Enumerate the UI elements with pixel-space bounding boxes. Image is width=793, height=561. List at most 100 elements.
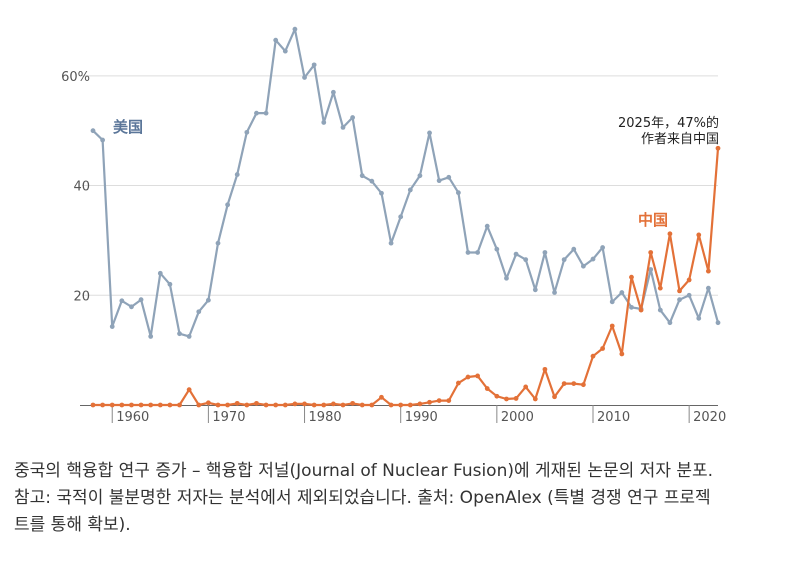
series-label: 中国: [638, 211, 668, 229]
data-point: [330, 401, 336, 407]
data-point: [215, 240, 221, 246]
data-point: [311, 62, 317, 68]
data-point: [109, 402, 115, 408]
data-point: [513, 251, 519, 257]
data-point: [369, 402, 375, 408]
data-point: [705, 268, 711, 274]
data-point: [167, 402, 173, 408]
data-point: [244, 129, 250, 135]
y-tick-label: 40: [73, 180, 90, 195]
data-point: [715, 145, 721, 151]
data-point: [225, 202, 231, 208]
series-china: [90, 145, 721, 408]
data-point: [282, 402, 288, 408]
data-point: [542, 250, 548, 255]
data-point: [455, 190, 461, 196]
data-point: [715, 320, 721, 326]
data-point: [677, 297, 682, 303]
data-point: [629, 304, 634, 310]
data-point: [340, 402, 346, 408]
y-tick-label: 20: [73, 289, 90, 304]
data-point: [205, 400, 211, 406]
data-point: [686, 277, 692, 283]
data-point: [590, 353, 596, 359]
data-point: [282, 48, 288, 54]
data-point: [263, 110, 269, 116]
data-point: [292, 26, 298, 32]
data-point: [109, 324, 115, 329]
data-point: [657, 307, 663, 313]
series-us: [90, 26, 721, 339]
data-point: [311, 402, 317, 408]
data-point: [648, 267, 654, 272]
data-point: [379, 394, 384, 400]
data-point: [436, 178, 442, 184]
data-point: [561, 381, 567, 387]
data-point: [648, 250, 654, 255]
annotation-line: 作者来自中国: [641, 132, 719, 147]
data-point: [90, 128, 96, 134]
data-point: [494, 393, 500, 399]
data-point: [696, 232, 702, 238]
data-point: [407, 187, 413, 193]
data-point: [667, 320, 673, 326]
data-point: [129, 402, 134, 408]
data-point: [600, 245, 606, 250]
caption-line-1: 중국의 핵융합 연구 증가 – 핵융합 저널(Journal of Nuclea…: [14, 461, 714, 481]
data-point: [571, 381, 577, 387]
data-point: [504, 396, 509, 402]
data-point: [417, 401, 423, 407]
data-point: [417, 173, 423, 179]
data-point: [186, 387, 192, 393]
data-point: [350, 115, 356, 120]
data-point: [523, 257, 529, 263]
data-point: [494, 246, 500, 252]
data-point: [504, 275, 509, 281]
data-point: [263, 402, 269, 408]
data-point: [561, 257, 567, 263]
figure-caption: 중국의 핵융합 연구 증가 – 핵융합 저널(Journal of Nuclea…: [14, 458, 784, 539]
data-point: [148, 402, 154, 408]
x-tick-label: 1960: [116, 410, 149, 425]
x-axis: 1960 1970 1980 1990 2000 2010 2020: [80, 405, 726, 425]
data-point: [532, 287, 538, 293]
gridlines: [82, 75, 718, 296]
data-point: [244, 402, 250, 408]
data-point: [705, 285, 711, 291]
x-tick-label: 1980: [309, 410, 342, 425]
data-point: [186, 334, 192, 339]
data-point: [234, 172, 240, 177]
data-point: [475, 373, 481, 379]
data-point: [552, 290, 557, 295]
data-point: [205, 297, 211, 303]
x-tick-label: 1990: [405, 410, 438, 425]
data-point: [513, 396, 519, 401]
data-point: [667, 231, 673, 237]
data-point: [340, 125, 346, 130]
data-point: [686, 292, 692, 298]
annotation-line: 2025年，47%的: [618, 115, 719, 131]
data-point: [446, 174, 452, 180]
data-point: [321, 120, 327, 125]
data-point: [446, 398, 452, 404]
data-point: [177, 331, 182, 337]
data-point: [398, 214, 404, 220]
line-chart: 20 40 60% 1960 1970 1980 1990 2000 2010 2020 美国中…: [61, 26, 726, 425]
x-tick-label: 1970: [212, 410, 245, 425]
data-point: [388, 402, 394, 408]
data-point: [455, 380, 461, 386]
data-point: [465, 250, 471, 255]
data-point: [677, 288, 682, 294]
data-point: [407, 402, 413, 408]
data-point: [629, 274, 634, 280]
data-point: [196, 402, 202, 408]
data-point: [138, 402, 144, 408]
data-point: [321, 402, 327, 408]
data-point: [523, 384, 529, 390]
caption-line-3: 트를 통해 확보).: [14, 515, 131, 535]
data-point: [254, 400, 259, 406]
series-layer: [90, 26, 721, 408]
data-point: [119, 402, 125, 408]
data-point: [273, 37, 279, 43]
